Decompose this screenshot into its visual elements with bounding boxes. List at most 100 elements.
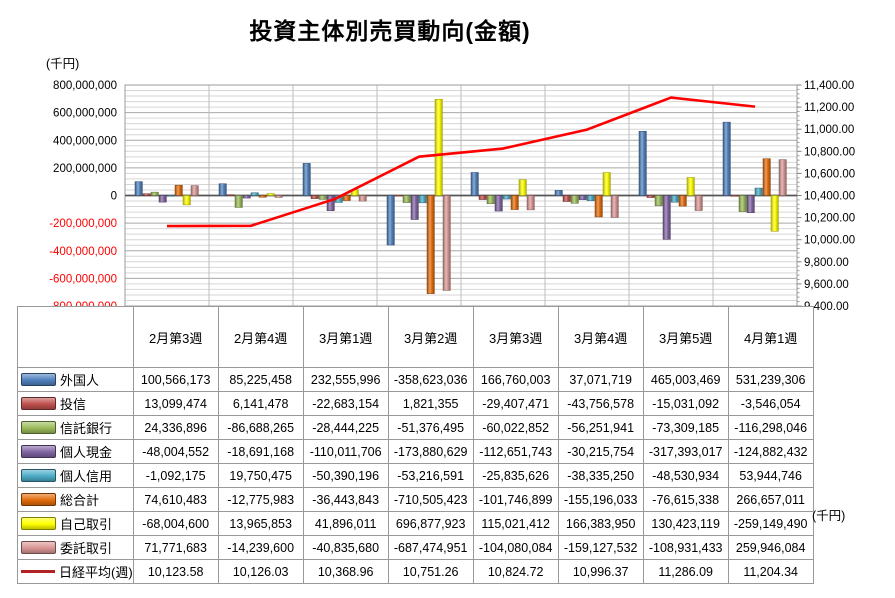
left-axis-tick-label: -600,000,000 [49, 273, 117, 285]
left-axis-tick-label: 600,000,000 [53, 108, 117, 120]
right-axis-tick-label: 10,800.00 [804, 146, 855, 158]
bar [394, 194, 403, 197]
series-legend-cell: 総合計 [17, 487, 134, 512]
value-cell: 232,555,996 [302, 367, 389, 392]
value-cell: 10,123.58 [132, 559, 219, 584]
value-cell: 166,383,950 [557, 511, 644, 536]
bar [274, 195, 283, 198]
value-cell: -3,546,054 [727, 391, 814, 416]
value-cell: 10,751.26 [387, 559, 474, 584]
bar [722, 121, 731, 196]
value-cell: -15,031,092 [642, 391, 729, 416]
table-row: 委託取引 71,771,683 -14,239,600 -40,835,680 -687… [17, 535, 814, 560]
value-cell: -112,651,743 [472, 439, 559, 464]
bar [754, 187, 763, 196]
value-cell: 71,771,683 [132, 535, 219, 560]
bar [646, 195, 655, 198]
value-cell: -317,393,017 [642, 439, 729, 464]
bar-series-8 [190, 159, 787, 291]
value-cell: -56,251,941 [557, 415, 644, 440]
bar-series-3 [150, 191, 747, 212]
bar [310, 195, 319, 199]
series-name-label: 日経平均(週) [59, 565, 133, 580]
category-header: 3月第1週 [302, 306, 389, 368]
bar [342, 195, 351, 201]
value-cell: -86,688,265 [217, 415, 304, 440]
bar-series-2 [142, 193, 739, 202]
bar [486, 195, 495, 205]
value-cell: -104,080,084 [472, 535, 559, 560]
table-row: 個人信用 -1,092,175 19,750,475 -50,390,196 -53,2… [17, 463, 814, 488]
value-cell: 10,996.37 [557, 559, 644, 584]
bar [770, 195, 779, 232]
right-axis-tick-label: 10,200.00 [804, 213, 855, 225]
bar [302, 163, 311, 196]
left-axis-tick-label: -200,000,000 [49, 218, 117, 230]
left-axis-tick-label: 800,000,000 [53, 80, 117, 92]
value-cell: -108,931,433 [642, 535, 729, 560]
table-row-nikkei: 日経平均(週) 10,123.58 10,126.03 10,368.96 10,751… [17, 559, 814, 584]
category-header: 3月第3週 [472, 306, 559, 368]
data-table: 2月第3週 2月第4週 3月第1週 3月第2週 3月第3週 3月第4週 3月第5週 4月第1週… [17, 306, 814, 584]
bar [570, 195, 579, 204]
bar [478, 195, 487, 200]
value-cell: 115,021,412 [472, 511, 559, 536]
right-axis-tick-label: 10,000.00 [804, 235, 855, 247]
value-cell: -29,407,471 [472, 391, 559, 416]
value-cell: 24,336,896 [132, 415, 219, 440]
category-header: 4月第1週 [727, 306, 814, 368]
table-row: 自己取引 -68,004,600 13,965,853 41,896,011 696,8… [17, 511, 814, 536]
legend-bar-swatch [21, 397, 56, 410]
category-header: 2月第4週 [217, 306, 304, 368]
bar [678, 195, 687, 207]
left-axis-unit-label: (千円) [46, 57, 80, 71]
series-name-label: 個人信用 [60, 469, 113, 484]
right-axis-tick-label: 9,600.00 [804, 279, 849, 291]
value-cell: 696,877,923 [387, 511, 474, 536]
legend-bar-swatch [21, 421, 56, 434]
value-cell: -710,505,423 [387, 487, 474, 512]
bar [418, 195, 427, 204]
bar [578, 195, 587, 200]
value-cell: -68,004,600 [132, 511, 219, 536]
legend-bar-swatch [21, 493, 56, 506]
value-cell: -60,022,852 [472, 415, 559, 440]
bar [434, 98, 443, 196]
value-cell: -40,835,680 [302, 535, 389, 560]
value-cell: -18,691,168 [217, 439, 304, 464]
bar-series-7 [182, 98, 779, 232]
category-header: 3月第5週 [642, 306, 729, 368]
right-axis-tick-label: 10,400.00 [804, 191, 855, 203]
legend-bar-swatch [21, 469, 56, 482]
value-cell: -155,196,033 [557, 487, 644, 512]
series-legend-cell: 信託銀行 [17, 415, 134, 440]
left-axis-tick-label: 0 [111, 191, 117, 203]
series-name-label: 信託銀行 [60, 421, 113, 436]
bar [586, 195, 595, 202]
value-cell: -73,309,185 [642, 415, 729, 440]
bar [166, 195, 175, 197]
value-cell: -22,683,154 [302, 391, 389, 416]
bar [686, 177, 695, 196]
bar [318, 195, 327, 200]
value-cell: 11,286.09 [642, 559, 729, 584]
bar [410, 195, 419, 220]
series-name-label: 委託取引 [60, 541, 113, 556]
value-cell: -358,623,036 [387, 367, 474, 392]
value-cell: -687,474,951 [387, 535, 474, 560]
bar [258, 195, 267, 198]
value-cell: -36,443,843 [302, 487, 389, 512]
legend-bar-swatch [21, 445, 56, 458]
value-cell: 10,368.96 [302, 559, 389, 584]
bar [562, 195, 571, 202]
value-cell: 465,003,469 [642, 367, 729, 392]
table-corner-blank [17, 306, 134, 368]
bar [594, 195, 603, 218]
value-cell: 100,566,173 [132, 367, 219, 392]
bar [250, 192, 259, 196]
value-cell: -53,216,591 [387, 463, 474, 488]
series-name-label: 外国人 [60, 373, 100, 388]
left-axis-tick-label: 400,000,000 [53, 135, 117, 147]
